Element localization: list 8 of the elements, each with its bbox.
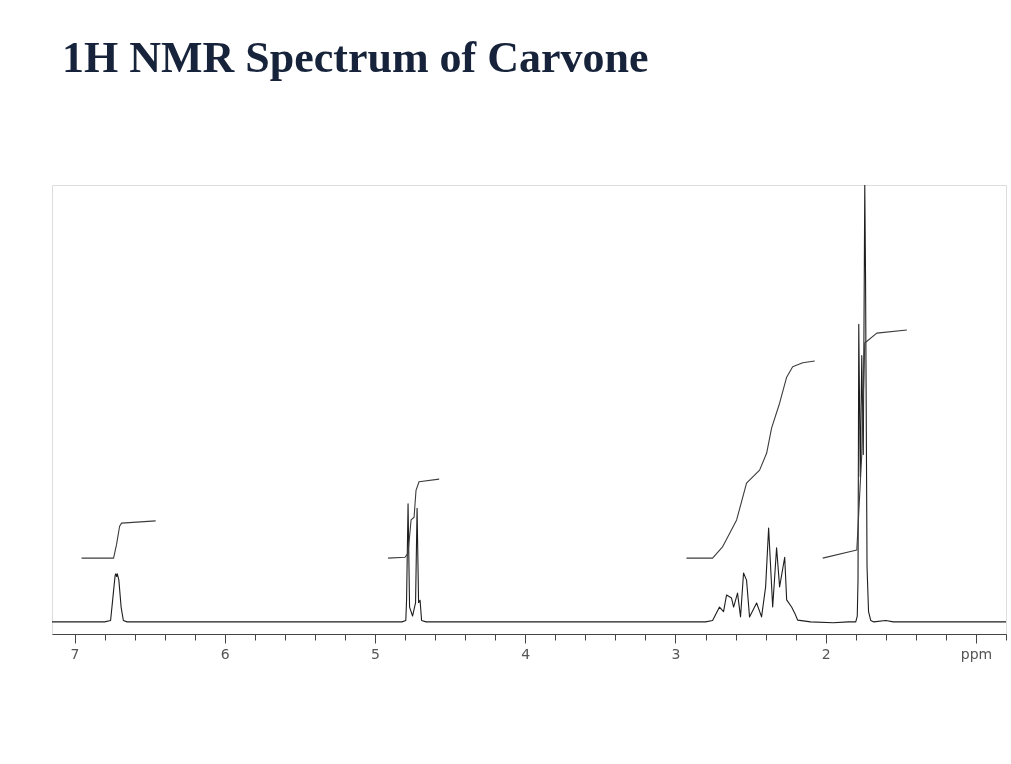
x-tick-label: 5 [371, 645, 380, 662]
x-tick-label: 2 [821, 645, 831, 662]
x-tick-label: 3 [671, 645, 681, 662]
chart-title: 1H NMR Spectrum of Carvone [62, 33, 649, 82]
x-tick-label: 4 [521, 645, 531, 662]
x-tick-label: ppm [960, 645, 993, 662]
x-tick-label: 6 [220, 645, 230, 662]
x-tick-label: 7 [70, 645, 80, 662]
